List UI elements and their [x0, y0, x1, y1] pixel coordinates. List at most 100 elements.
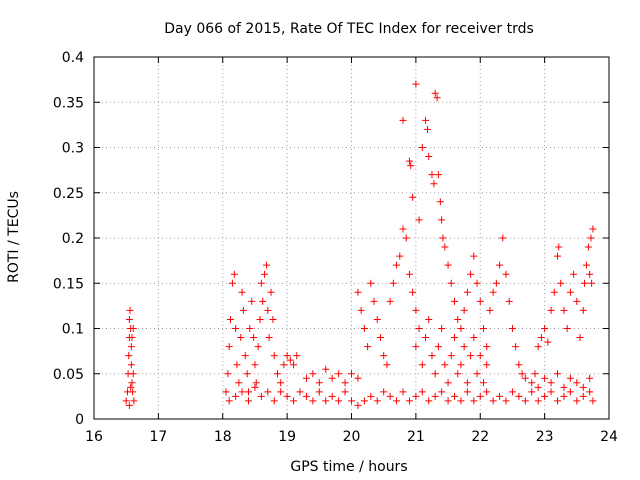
data-point-marker [302, 374, 310, 382]
data-point-marker [380, 352, 388, 360]
data-point-marker [125, 352, 133, 360]
data-point-marker [512, 343, 520, 351]
data-point-marker [479, 325, 487, 332]
data-point-marker [547, 379, 555, 387]
data-point-marker [248, 297, 256, 305]
data-point-marker [534, 343, 542, 351]
data-point-marker [251, 383, 259, 391]
data-point-marker [579, 392, 587, 400]
data-point-marker [439, 234, 447, 242]
data-point-marker [129, 325, 137, 332]
data-point-marker [418, 361, 426, 369]
data-point-marker [566, 388, 574, 396]
data-point-marker [380, 388, 388, 396]
data-point-marker [470, 334, 478, 342]
data-point-marker [444, 261, 452, 269]
data-point-marker [457, 397, 465, 405]
data-point-marker [541, 325, 549, 332]
data-point-marker [357, 306, 365, 314]
data-point-marker [407, 162, 415, 170]
data-point-marker [286, 356, 294, 364]
data-point-marker [259, 297, 267, 305]
data-point-marker [508, 388, 516, 396]
data-point-marker [125, 401, 133, 409]
y-tick-label: 0.15 [53, 276, 84, 292]
data-point-marker [454, 315, 462, 323]
data-point-marker [576, 334, 584, 342]
data-point-marker [463, 379, 471, 387]
data-point-marker [441, 361, 449, 369]
data-point-marker [451, 334, 458, 342]
data-points [122, 80, 597, 409]
data-point-marker [270, 352, 278, 360]
data-point-marker [521, 374, 529, 382]
data-point-marker [460, 343, 468, 351]
data-point-marker [541, 374, 549, 382]
data-point-marker [422, 116, 430, 124]
x-tick-label: 24 [600, 429, 618, 445]
data-point-marker [348, 397, 355, 405]
data-point-marker [515, 392, 523, 400]
data-point-marker [489, 397, 497, 405]
data-point-marker [534, 397, 542, 405]
data-point-marker [309, 370, 317, 378]
data-point-marker [541, 392, 549, 400]
data-point-marker [555, 243, 563, 251]
data-point-marker [393, 261, 401, 269]
data-point-marker [467, 270, 475, 278]
data-point-marker [233, 361, 241, 369]
data-point-marker [423, 125, 431, 133]
data-point-marker [225, 397, 233, 405]
data-point-marker [399, 388, 407, 396]
data-point-marker [508, 325, 516, 332]
data-point-marker [328, 374, 336, 382]
data-point-marker [418, 388, 426, 396]
data-point-marker [566, 288, 574, 296]
data-point-marker [360, 325, 368, 332]
data-point-marker [341, 388, 349, 396]
data-point-marker [129, 388, 137, 396]
data-point-marker [451, 392, 458, 400]
data-point-marker [257, 279, 265, 287]
data-point-marker [418, 144, 426, 151]
data-point-marker [547, 306, 555, 314]
data-point-marker [263, 261, 271, 269]
data-point-marker [422, 334, 430, 342]
data-point-marker [257, 392, 265, 400]
x-tick-label: 18 [214, 429, 232, 445]
data-point-marker [579, 306, 587, 314]
data-point-marker [537, 334, 545, 342]
data-point-marker [341, 379, 349, 387]
data-point-marker [586, 388, 594, 396]
data-point-marker [444, 397, 452, 405]
data-point-marker [315, 388, 323, 396]
data-point-marker [224, 370, 232, 378]
data-point-marker [560, 392, 568, 400]
x-tick-label: 19 [278, 429, 296, 445]
data-point-marker [486, 306, 494, 314]
data-point-marker [483, 343, 491, 351]
data-point-marker [428, 171, 436, 179]
data-point-marker [470, 252, 478, 260]
data-point-marker [386, 392, 394, 400]
data-point-marker [554, 252, 561, 260]
y-tick-label: 0.05 [53, 367, 84, 383]
y-tick-label: 0.3 [62, 141, 84, 157]
data-point-marker [515, 361, 523, 369]
data-point-marker [296, 388, 304, 396]
data-point-marker [430, 180, 438, 188]
data-point-marker [122, 397, 130, 405]
data-point-marker [245, 388, 252, 396]
data-point-marker [581, 279, 589, 287]
data-point-marker [264, 388, 272, 396]
data-point-marker [246, 325, 254, 332]
data-point-marker [232, 392, 240, 400]
data-point-marker [557, 279, 565, 287]
data-point-marker [433, 94, 441, 102]
data-point-marker [270, 397, 278, 405]
data-point-marker [290, 361, 298, 369]
data-point-marker [412, 343, 420, 351]
data-point-marker [589, 397, 597, 405]
data-point-marker [587, 234, 595, 242]
